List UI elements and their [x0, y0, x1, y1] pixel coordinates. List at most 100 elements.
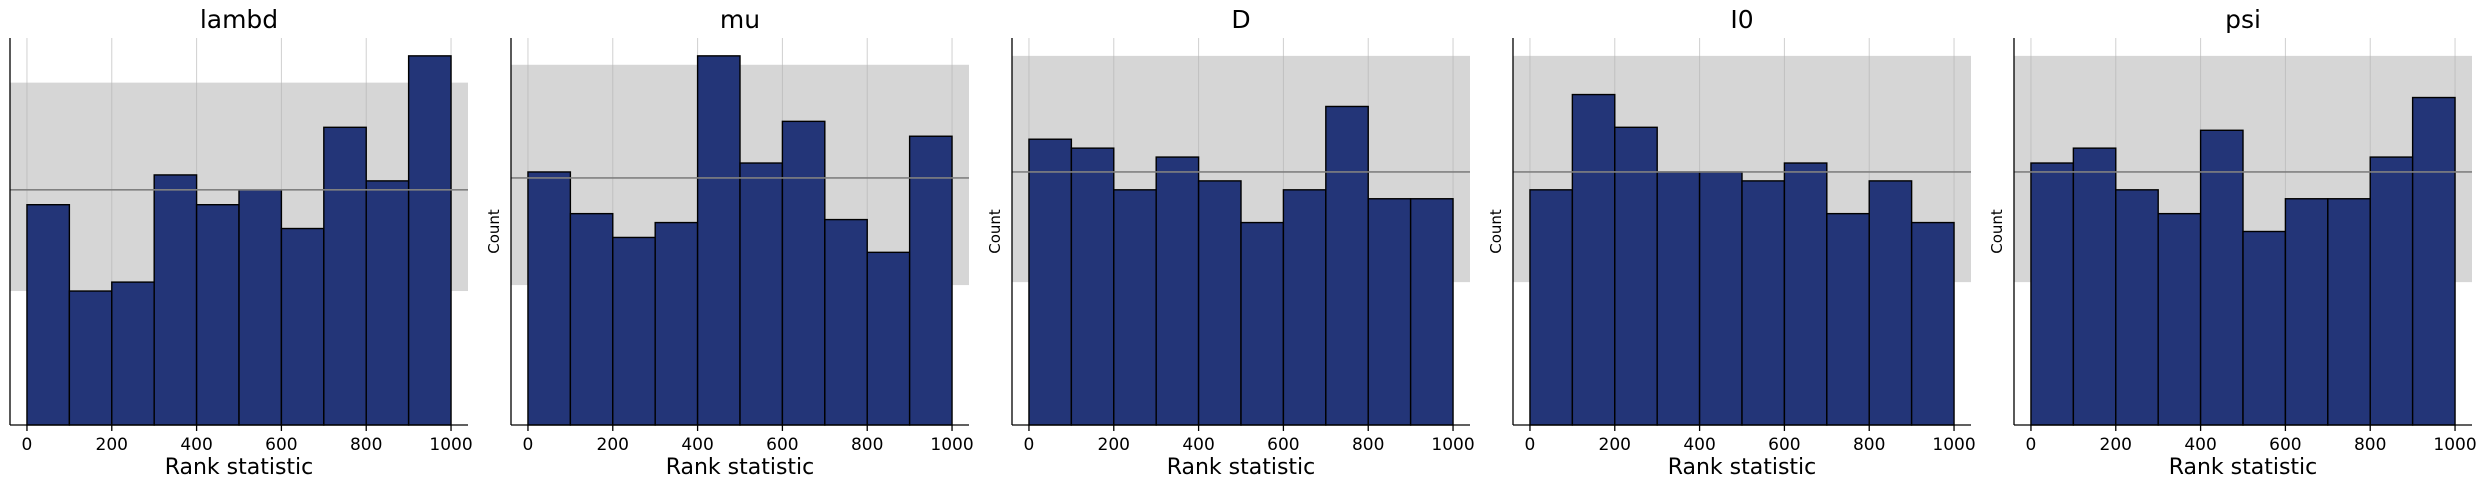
- x-tick-label: 1000: [930, 435, 973, 455]
- histogram-bar: [1409, 198, 1454, 426]
- histogram-bar: [1826, 212, 1870, 426]
- x-tick-label: 800: [1853, 435, 1885, 455]
- x-axis-label: Rank statistic: [1668, 455, 1817, 480]
- histogram-bar: [1113, 189, 1157, 426]
- x-tick-label: 800: [1352, 435, 1384, 455]
- panel-title: I0: [1730, 5, 1753, 34]
- y-axis-label: Count: [986, 209, 1004, 254]
- x-tick-label: 400: [180, 435, 212, 455]
- histogram-bar: [1325, 105, 1369, 426]
- histogram-bar: [739, 162, 784, 426]
- x-tick-label: 1000: [1431, 435, 1474, 455]
- chart-panel-3: 0 200 400 600 800 1000 I0 Rank statistic Count: [1487, 5, 1976, 480]
- x-tick-label: 200: [1599, 435, 1631, 455]
- histogram-bar: [2199, 129, 2244, 426]
- panel-title: psi: [2225, 5, 2261, 34]
- x-tick-label: 600: [1267, 435, 1299, 455]
- histogram-bar: [1910, 221, 1955, 426]
- x-tick-label: 0: [1024, 435, 1035, 455]
- histogram-bar: [68, 290, 113, 426]
- x-tick-label: 0: [1525, 435, 1536, 455]
- histogram-bar: [1070, 147, 1115, 426]
- x-tick-label: 1000: [1932, 435, 1975, 455]
- histogram-bar: [26, 204, 71, 426]
- chart-panel-1: 0 200 400 600 800 1000 mu Rank statistic Count: [485, 5, 974, 480]
- histogram-bar: [323, 126, 367, 426]
- histogram-bar: [612, 236, 656, 426]
- x-axis-label: Rank statistic: [1167, 455, 1316, 480]
- y-axis-label: Count: [485, 209, 503, 254]
- x-tick-label: 0: [22, 435, 33, 455]
- histogram-bar: [2369, 156, 2414, 426]
- histogram-bar: [1028, 138, 1073, 426]
- x-tick-label: 800: [2354, 435, 2386, 455]
- panel-title: lambd: [200, 5, 278, 34]
- x-tick-label: 800: [851, 435, 883, 455]
- x-tick-label: 200: [1098, 435, 1130, 455]
- chart-panel-2: 0 200 400 600 800 1000 D Rank statistic Count: [986, 5, 1475, 480]
- x-axis-label: Rank statistic: [666, 455, 815, 480]
- histogram-bar: [365, 180, 410, 426]
- histogram-bar: [238, 189, 283, 426]
- histogram-bar: [1656, 171, 1701, 426]
- histogram-bar: [824, 218, 868, 426]
- x-tick-label: 1000: [429, 435, 472, 455]
- histogram-bar: [1741, 180, 1786, 426]
- histogram-bar: [407, 55, 452, 426]
- histogram-bar: [2157, 212, 2202, 426]
- x-tick-label: 400: [2184, 435, 2216, 455]
- x-tick-label: 0: [523, 435, 534, 455]
- chart-panel-4: 0 200 400 600 800 1000 psi Rank statistic Count: [1988, 5, 2477, 480]
- histogram-bar: [1155, 156, 1200, 426]
- histogram-bar: [2115, 189, 2159, 426]
- histogram-bar: [866, 251, 911, 426]
- x-axis-label: Rank statistic: [2169, 455, 2318, 480]
- histogram-bar: [908, 135, 953, 426]
- x-tick-label: 1000: [2433, 435, 2476, 455]
- panel-title: mu: [720, 5, 760, 34]
- panel-title: D: [1231, 5, 1250, 34]
- histogram-bar: [1240, 221, 1285, 426]
- x-tick-label: 400: [1683, 435, 1715, 455]
- histogram-bar: [1868, 180, 1913, 426]
- x-tick-label: 200: [2100, 435, 2132, 455]
- histogram-bar: [2072, 147, 2117, 426]
- histogram-bar: [696, 55, 741, 426]
- histogram-bar: [195, 204, 240, 426]
- x-tick-label: 200: [597, 435, 629, 455]
- x-tick-label: 600: [2269, 435, 2301, 455]
- histogram-bar: [569, 212, 614, 426]
- histogram-bar: [2284, 198, 2329, 426]
- x-tick-label: 600: [1768, 435, 1800, 455]
- chart-panel-0: 0 200 400 600 800 1000 lambd Rank statistic: [9, 5, 473, 480]
- x-tick-label: 800: [350, 435, 382, 455]
- x-tick-label: 400: [1182, 435, 1214, 455]
- x-tick-label: 400: [681, 435, 713, 455]
- y-axis-label: Count: [1487, 209, 1505, 254]
- x-tick-label: 0: [2026, 435, 2037, 455]
- histogram-bar: [1614, 126, 1658, 426]
- x-tick-label: 600: [265, 435, 297, 455]
- x-axis-label: Rank statistic: [165, 455, 314, 480]
- histogram-bar: [1367, 198, 1412, 426]
- histogram-bar: [1197, 180, 1242, 426]
- histogram-bar: [1571, 93, 1616, 426]
- histogram-bar: [654, 221, 699, 426]
- y-axis-label: Count: [1988, 209, 2006, 254]
- x-tick-label: 600: [766, 435, 798, 455]
- histogram-bar: [1783, 162, 1828, 426]
- histogram-bar: [527, 171, 572, 426]
- histogram-bar: [1282, 189, 1327, 426]
- histogram-bar: [1529, 189, 1574, 426]
- histogram-bar: [2242, 230, 2287, 426]
- histogram-bar: [153, 174, 198, 426]
- histogram-bar: [2411, 96, 2456, 426]
- x-tick-label: 200: [96, 435, 128, 455]
- histogram-bar: [280, 227, 325, 426]
- histogram-bar: [111, 281, 155, 426]
- histogram-bar: [1698, 171, 1743, 426]
- histogram-bar: [2327, 198, 2371, 426]
- histogram-bar: [2030, 162, 2075, 426]
- histogram-bar: [781, 120, 826, 426]
